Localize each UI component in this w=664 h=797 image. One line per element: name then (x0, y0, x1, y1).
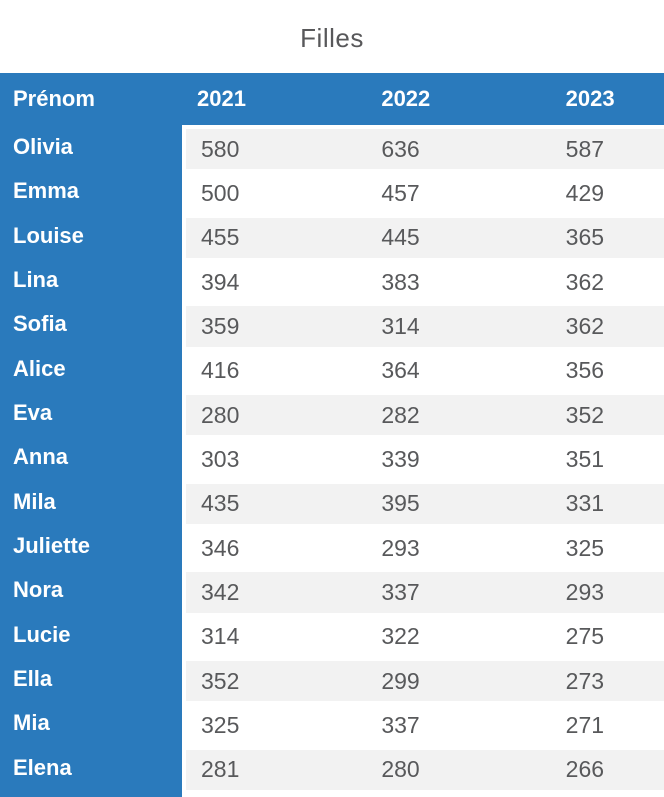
name-cell: Mia (0, 701, 182, 746)
value-cell-2023: 271 (550, 701, 664, 746)
table-row: Elena 281 280 266 (0, 745, 664, 790)
value-cell-2021: 303 (182, 435, 367, 480)
name-cell: Ella (0, 656, 182, 702)
chart-title: Filles (300, 23, 364, 53)
value-cell-2023: 351 (550, 435, 664, 480)
table-row: Juliette 346 293 325 (0, 523, 664, 569)
table-row: Anna 303 339 351 (0, 435, 664, 480)
value-cell-2022: 293 (366, 523, 551, 569)
value-cell-2023: 331 (550, 479, 664, 524)
value-cell-2021: 342 (182, 568, 367, 613)
column-header-2023: 2023 (550, 73, 664, 125)
name-cell: Elena (0, 745, 182, 790)
value-cell-2022: 364 (366, 346, 551, 391)
value-cell-2023 (550, 789, 664, 797)
table-row: Emma 500 457 429 (0, 169, 664, 214)
table-row: Louise 455 445 365 (0, 213, 664, 258)
name-cell: Sofia (0, 302, 182, 347)
header-row: Prénom 2021 2022 2023 (0, 73, 664, 125)
title-bar: Filles (0, 0, 664, 73)
value-cell-2023: 273 (550, 656, 664, 702)
value-cell-2021: 346 (182, 523, 367, 569)
value-cell-2023: 362 (550, 302, 664, 347)
value-cell-2023: 362 (550, 257, 664, 303)
name-cell: Emma (0, 169, 182, 214)
table-row: Alice 416 364 356 (0, 346, 664, 391)
value-cell-2022: 445 (366, 213, 551, 258)
name-cell: Lucie (0, 612, 182, 657)
table-row: Nora 342 337 293 (0, 568, 664, 613)
value-cell-2021: 314 (182, 612, 367, 657)
value-cell-2022: 299 (366, 656, 551, 702)
name-cell: Anna (0, 435, 182, 480)
value-cell-2022: 337 (366, 701, 551, 746)
value-cell-2023: 356 (550, 346, 664, 391)
value-cell-2023: 293 (550, 568, 664, 613)
table-row: Ella 352 299 273 (0, 656, 664, 702)
table-row: Olivia 580 636 587 (0, 125, 664, 170)
table-row (0, 789, 664, 797)
table-row: Lucie 314 322 275 (0, 612, 664, 657)
name-cell: Eva (0, 390, 182, 436)
table-body: Olivia 580 636 587 Emma 500 457 429 Loui… (0, 125, 664, 797)
name-cell: Mila (0, 479, 182, 524)
value-cell-2021: 416 (182, 346, 367, 391)
value-cell-2023: 352 (550, 390, 664, 436)
table-row: Eva 280 282 352 (0, 390, 664, 436)
value-cell-2023: 275 (550, 612, 664, 657)
value-cell-2022: 337 (366, 568, 551, 613)
value-cell-2022: 280 (366, 745, 551, 790)
value-cell-2023: 266 (550, 745, 664, 790)
value-cell-2022: 339 (366, 435, 551, 480)
value-cell-2022: 383 (366, 257, 551, 303)
table-row: Mia 325 337 271 (0, 701, 664, 746)
name-cell (0, 789, 182, 797)
value-cell-2021: 394 (182, 257, 367, 303)
name-cell: Alice (0, 346, 182, 391)
table-row: Sofia 359 314 362 (0, 302, 664, 347)
value-cell-2023: 429 (550, 169, 664, 214)
column-header-2022: 2022 (366, 73, 551, 125)
value-cell-2022: 457 (366, 169, 551, 214)
names-table: Prénom 2021 2022 2023 Olivia 580 636 587… (0, 73, 664, 797)
value-cell-2021: 580 (182, 125, 367, 170)
value-cell-2021: 455 (182, 213, 367, 258)
value-cell-2023: 365 (550, 213, 664, 258)
value-cell-2021: 359 (182, 302, 367, 347)
table-row: Lina 394 383 362 (0, 257, 664, 303)
value-cell-2023: 325 (550, 523, 664, 569)
name-cell: Nora (0, 568, 182, 613)
table-row: Mila 435 395 331 (0, 479, 664, 524)
name-cell: Olivia (0, 125, 182, 170)
value-cell-2022: 282 (366, 390, 551, 436)
name-cell: Louise (0, 213, 182, 258)
column-header-prenom: Prénom (0, 73, 182, 125)
value-cell-2022: 636 (366, 125, 551, 170)
value-cell-2022: 395 (366, 479, 551, 524)
value-cell-2021: 500 (182, 169, 367, 214)
name-cell: Lina (0, 257, 182, 303)
value-cell-2022 (366, 789, 551, 797)
table-header: Prénom 2021 2022 2023 (0, 73, 664, 125)
value-cell-2022: 322 (366, 612, 551, 657)
value-cell-2023: 587 (550, 125, 664, 170)
value-cell-2021: 280 (182, 390, 367, 436)
value-cell-2021: 325 (182, 701, 367, 746)
column-header-2021: 2021 (182, 73, 367, 125)
name-cell: Juliette (0, 523, 182, 569)
value-cell-2022: 314 (366, 302, 551, 347)
value-cell-2021: 281 (182, 745, 367, 790)
value-cell-2021: 352 (182, 656, 367, 702)
value-cell-2021: 435 (182, 479, 367, 524)
value-cell-2021 (182, 789, 367, 797)
